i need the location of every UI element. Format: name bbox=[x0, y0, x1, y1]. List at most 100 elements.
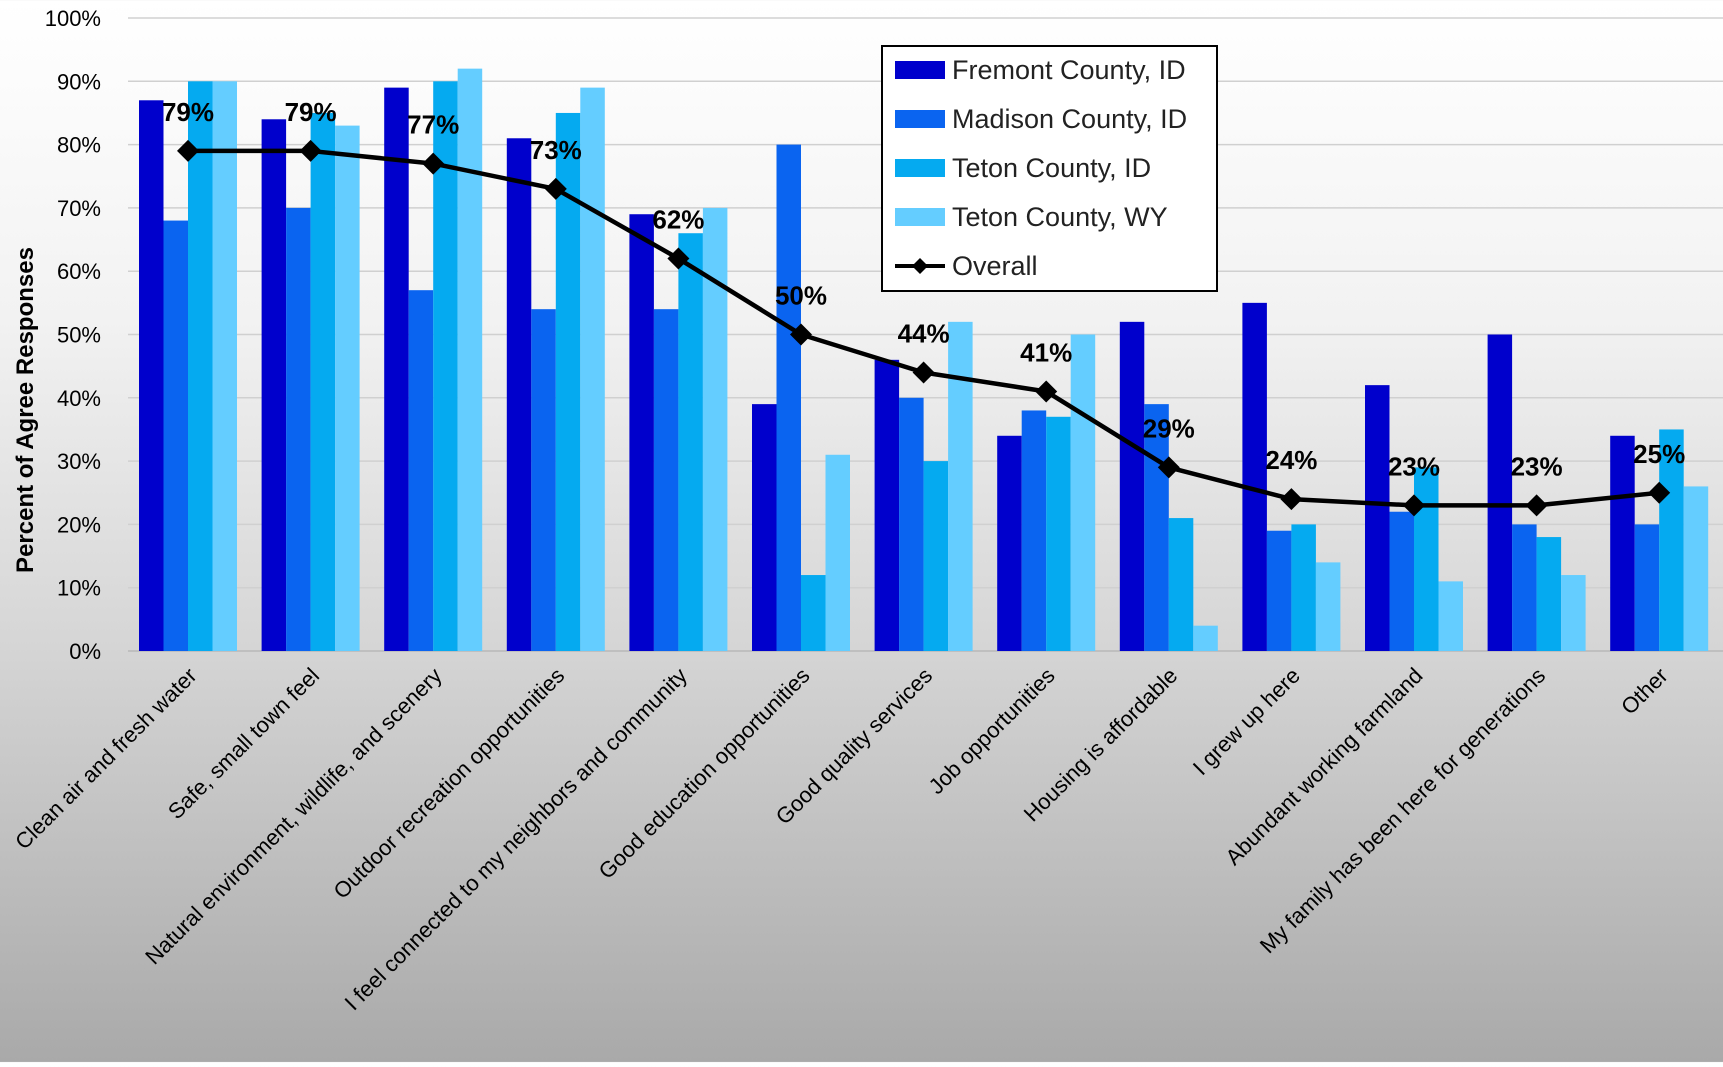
x-category-label: Clean air and fresh water bbox=[10, 663, 201, 854]
overall-marker bbox=[299, 139, 322, 162]
bar bbox=[580, 87, 605, 651]
overall-marker bbox=[1403, 494, 1425, 517]
overall-marker bbox=[544, 177, 567, 200]
data-label: 23% bbox=[1388, 451, 1440, 481]
bar bbox=[384, 87, 409, 651]
bar bbox=[752, 404, 777, 651]
legend-label: Madison County, ID bbox=[952, 104, 1187, 134]
bars bbox=[139, 68, 1709, 652]
bar bbox=[310, 112, 336, 651]
x-category-label: My family has been here for generations bbox=[1255, 663, 1550, 958]
x-category-label: Outdoor recreation opportunities bbox=[329, 663, 570, 904]
x-category-label: Abundant working farmland bbox=[1220, 663, 1427, 870]
data-label: 41% bbox=[1020, 337, 1072, 367]
data-label: 79% bbox=[162, 97, 214, 127]
bar bbox=[1561, 575, 1586, 651]
overall-marker bbox=[790, 323, 812, 346]
y-tick-label: 20% bbox=[57, 512, 101, 537]
y-tick-label: 70% bbox=[57, 196, 101, 221]
legend-label: Teton County, WY bbox=[952, 202, 1168, 232]
bar bbox=[653, 309, 679, 651]
bar bbox=[678, 233, 703, 651]
y-tick-label: 100% bbox=[45, 6, 101, 31]
y-axis-title: Percent of Agree Responses bbox=[12, 247, 39, 573]
legend-swatch bbox=[895, 61, 945, 79]
data-label: 25% bbox=[1633, 439, 1685, 469]
data-label: 62% bbox=[652, 205, 704, 235]
overall-marker bbox=[1280, 488, 1303, 511]
bar bbox=[1389, 511, 1414, 651]
bar bbox=[899, 397, 924, 651]
bar bbox=[163, 220, 188, 651]
bar bbox=[212, 81, 237, 652]
bar bbox=[1610, 435, 1635, 651]
y-tick-label: 40% bbox=[57, 386, 101, 411]
bar bbox=[457, 68, 483, 651]
bar bbox=[1512, 524, 1537, 651]
x-category-label: Job opportunities bbox=[924, 663, 1060, 799]
bar bbox=[1193, 625, 1218, 651]
data-label: 77% bbox=[407, 110, 459, 140]
legend-marker bbox=[912, 258, 928, 274]
bar bbox=[1365, 385, 1390, 651]
bar bbox=[139, 100, 164, 652]
y-tick-label: 30% bbox=[57, 449, 101, 474]
y-tick-label: 90% bbox=[57, 69, 101, 94]
y-tick-label: 0% bbox=[69, 639, 101, 664]
bar bbox=[923, 461, 949, 651]
overall-marker bbox=[1525, 494, 1548, 517]
data-label: 79% bbox=[285, 97, 337, 127]
overall-marker bbox=[1648, 481, 1671, 504]
data-label: 44% bbox=[898, 318, 950, 348]
bar bbox=[776, 144, 801, 651]
data-label: 23% bbox=[1511, 451, 1563, 481]
bar bbox=[948, 321, 973, 651]
bar bbox=[1046, 416, 1071, 651]
x-category-label: Good education opportunities bbox=[594, 663, 815, 884]
bar bbox=[825, 454, 850, 651]
bar bbox=[1144, 404, 1169, 651]
legend-label: Overall bbox=[952, 251, 1038, 281]
bar bbox=[1266, 530, 1292, 651]
bar bbox=[1536, 537, 1562, 651]
legend-swatch bbox=[895, 159, 945, 177]
bar bbox=[188, 81, 213, 652]
bar bbox=[1070, 334, 1096, 651]
y-axis-ticks: 0% 10% 20% 30% 40% 50% 60% 70% 80% 90% 100% bbox=[45, 6, 101, 664]
bar bbox=[997, 435, 1022, 651]
bar bbox=[506, 138, 532, 651]
bar bbox=[1487, 334, 1513, 651]
y-tick-label: 60% bbox=[57, 259, 101, 284]
bar bbox=[1291, 524, 1316, 651]
bar bbox=[335, 125, 360, 652]
bar bbox=[433, 81, 458, 652]
legend-label: Fremont County, ID bbox=[952, 55, 1186, 85]
overall-line bbox=[177, 139, 1671, 517]
overall-marker bbox=[422, 152, 445, 175]
bar bbox=[1315, 562, 1341, 651]
legend-swatch bbox=[895, 110, 945, 128]
bar bbox=[629, 214, 654, 652]
bar bbox=[531, 309, 556, 651]
y-tick-label: 10% bbox=[57, 576, 101, 601]
bar bbox=[1659, 429, 1684, 651]
bar bbox=[408, 290, 434, 651]
data-label: 24% bbox=[1265, 445, 1317, 475]
overall-marker bbox=[1035, 380, 1058, 403]
bar bbox=[1242, 302, 1267, 651]
y-tick-label: 80% bbox=[57, 133, 101, 158]
bar bbox=[261, 119, 287, 651]
y-tick-label: 50% bbox=[57, 323, 101, 348]
bar bbox=[1119, 321, 1145, 651]
bar bbox=[1414, 467, 1439, 651]
bar bbox=[801, 575, 826, 651]
bar bbox=[1168, 518, 1194, 651]
data-label: 29% bbox=[1143, 413, 1195, 443]
bar bbox=[1683, 486, 1709, 651]
bar bbox=[286, 207, 311, 651]
overall-marker bbox=[1157, 456, 1180, 479]
x-category-label: Other bbox=[1616, 663, 1673, 720]
x-category-label: I grew up here bbox=[1188, 663, 1305, 780]
bar bbox=[1021, 410, 1047, 651]
bar bbox=[874, 359, 900, 651]
